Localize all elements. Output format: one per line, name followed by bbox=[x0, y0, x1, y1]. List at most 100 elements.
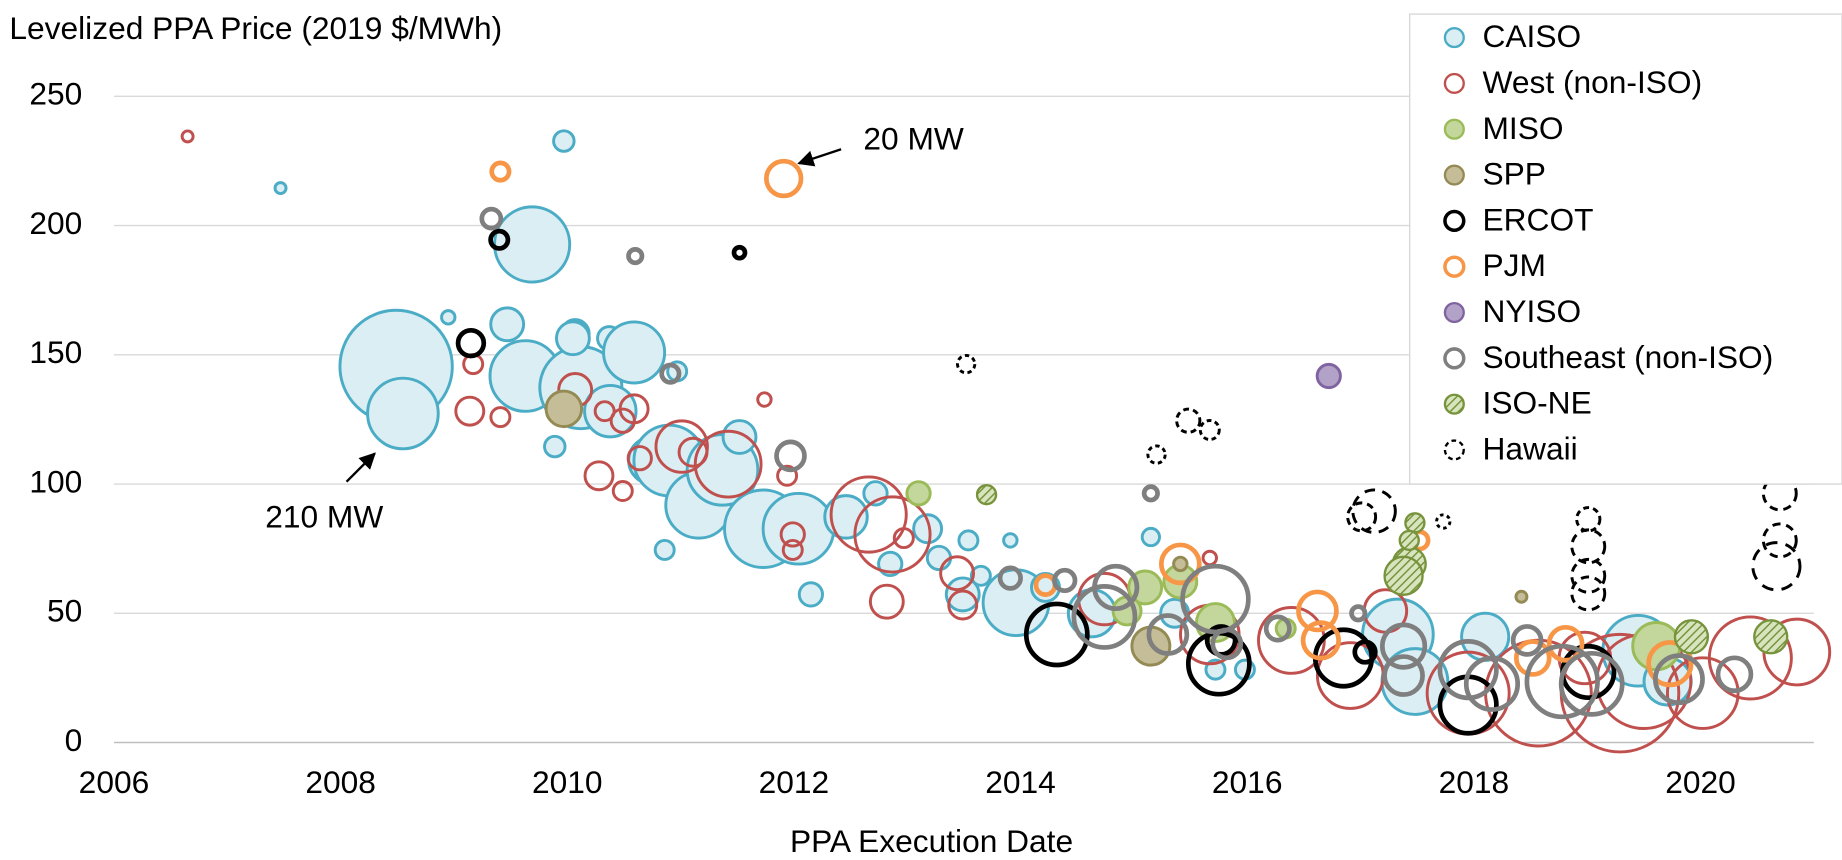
legend-label: SPP bbox=[1483, 156, 1546, 192]
bubble bbox=[488, 228, 511, 251]
bubble bbox=[366, 376, 440, 451]
bubble bbox=[764, 158, 804, 199]
y-tick-label: 100 bbox=[29, 463, 82, 499]
y-tick-label: 50 bbox=[47, 593, 82, 629]
bubble bbox=[776, 464, 799, 487]
legend-label: MISO bbox=[1483, 110, 1564, 146]
x-tick-label: 2010 bbox=[532, 764, 603, 800]
bubble bbox=[1435, 513, 1452, 530]
bubble bbox=[1646, 640, 1694, 688]
bubble bbox=[731, 244, 748, 261]
bubble bbox=[489, 306, 526, 343]
bubble bbox=[1201, 549, 1218, 567]
legend-marker bbox=[1443, 72, 1465, 94]
legend-label: Hawaii bbox=[1483, 431, 1578, 467]
bubble bbox=[1510, 624, 1544, 657]
bubble bbox=[659, 362, 682, 385]
bubble bbox=[925, 544, 953, 572]
bubble bbox=[653, 538, 676, 561]
bubble bbox=[1570, 528, 1607, 565]
bubble bbox=[454, 395, 486, 427]
bubble bbox=[1653, 653, 1705, 706]
annotation-arrow bbox=[345, 452, 376, 483]
x-tick-label: 2018 bbox=[1439, 764, 1510, 800]
bubble bbox=[1023, 601, 1090, 668]
annotation-arrow bbox=[797, 148, 842, 167]
bubble bbox=[611, 480, 634, 502]
legend-marker bbox=[1443, 301, 1465, 324]
bubble bbox=[554, 320, 591, 357]
legend-label: Southeast (non-ISO) bbox=[1483, 339, 1774, 375]
bubble bbox=[1352, 639, 1378, 665]
legend-marker bbox=[1443, 209, 1466, 233]
bubble bbox=[721, 419, 758, 455]
bubble bbox=[1753, 619, 1789, 655]
bubble bbox=[455, 327, 487, 359]
y-tick-label: 150 bbox=[29, 334, 82, 370]
bubble bbox=[892, 527, 915, 550]
bubble bbox=[956, 353, 977, 375]
bubble bbox=[1383, 555, 1424, 596]
legend-marker bbox=[1443, 393, 1465, 415]
bubble bbox=[180, 129, 195, 144]
bubble bbox=[1140, 526, 1161, 548]
bubble bbox=[489, 406, 512, 429]
legend-marker bbox=[1443, 164, 1465, 186]
y-axis-title: Levelized PPA Price (2019 $/MWh) bbox=[9, 10, 502, 46]
legend-label: ISO-NE bbox=[1483, 385, 1592, 421]
bubble bbox=[1404, 512, 1426, 534]
bubble bbox=[1707, 615, 1793, 701]
bubble bbox=[1146, 444, 1167, 465]
x-tick-label: 2020 bbox=[1665, 764, 1736, 800]
bubble bbox=[1349, 604, 1368, 623]
bubble bbox=[1175, 407, 1202, 434]
bubble bbox=[583, 460, 615, 492]
bubble bbox=[1296, 589, 1339, 633]
legend-marker bbox=[1443, 27, 1465, 49]
bubble bbox=[853, 495, 932, 574]
bubble bbox=[544, 389, 584, 429]
bubble bbox=[1146, 613, 1190, 656]
x-tick-label: 2008 bbox=[305, 764, 376, 800]
bubble bbox=[677, 436, 709, 468]
legend-marker bbox=[1443, 118, 1465, 140]
x-axis-title: PPA Execution Date bbox=[790, 823, 1073, 859]
bubble bbox=[1198, 419, 1221, 441]
y-tick-label: 200 bbox=[29, 205, 82, 241]
bubble bbox=[1346, 501, 1378, 533]
bubble bbox=[654, 419, 709, 474]
bubble bbox=[1514, 589, 1529, 604]
bubble bbox=[1141, 484, 1160, 503]
bubble bbox=[1263, 614, 1292, 643]
bubble bbox=[1715, 655, 1754, 694]
bubble bbox=[618, 393, 650, 425]
bubble bbox=[1398, 529, 1420, 552]
bubble bbox=[997, 565, 1023, 591]
bubble bbox=[947, 589, 979, 621]
bubble bbox=[489, 160, 512, 183]
bubble bbox=[273, 181, 288, 196]
bubble bbox=[1558, 650, 1625, 717]
bubble bbox=[1158, 542, 1202, 586]
bubble bbox=[552, 129, 576, 153]
bubble bbox=[1180, 563, 1251, 635]
bubble bbox=[1351, 488, 1397, 534]
x-tick-label: 2012 bbox=[759, 764, 830, 800]
bubble bbox=[797, 581, 824, 608]
bubble bbox=[1463, 655, 1521, 712]
x-tick-label: 2016 bbox=[1212, 764, 1283, 800]
bubble bbox=[779, 521, 806, 548]
bubble bbox=[1513, 639, 1552, 677]
bubble bbox=[761, 491, 836, 566]
bubble bbox=[440, 309, 457, 326]
bubble bbox=[781, 538, 804, 561]
bubble bbox=[774, 439, 807, 473]
bubble bbox=[1524, 643, 1600, 720]
bubble bbox=[1546, 624, 1585, 663]
bubble bbox=[1570, 575, 1607, 612]
bubble bbox=[543, 434, 567, 459]
bubble bbox=[957, 529, 980, 552]
legend-label: CAISO bbox=[1483, 18, 1582, 54]
bubble bbox=[975, 483, 998, 506]
legend-marker bbox=[1443, 439, 1465, 461]
